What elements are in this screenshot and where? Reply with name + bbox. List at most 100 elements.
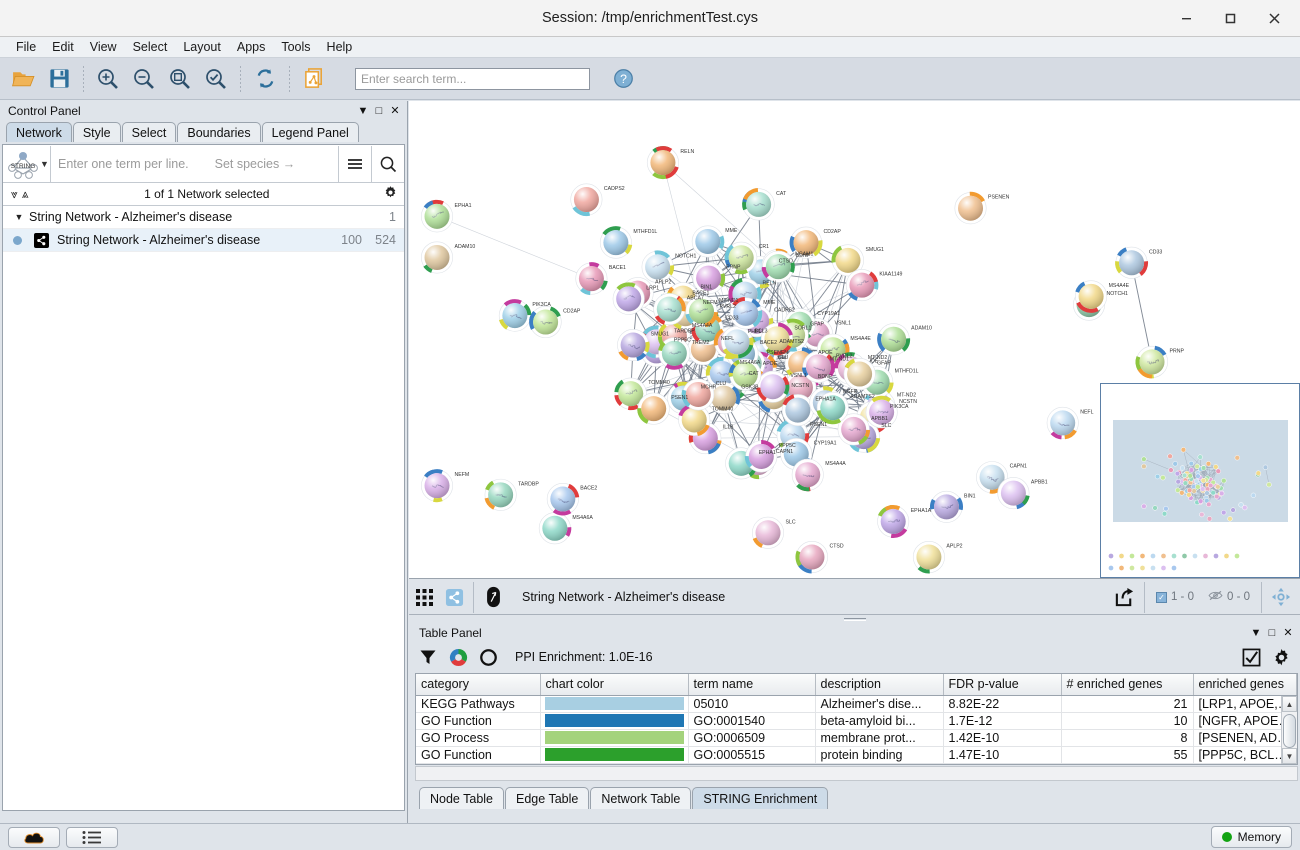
network-node[interactable]: [705, 356, 739, 390]
table-row[interactable]: GO Process GO:0006509 membrane prot... 1.42…: [416, 729, 1297, 747]
grid-layout-icon[interactable]: [409, 582, 439, 613]
table-vertical-scrollbar[interactable]: ▲ ▼: [1281, 696, 1297, 764]
tab-string-enrichment[interactable]: STRING Enrichment: [692, 787, 829, 809]
network-node[interactable]: [612, 282, 645, 315]
network-node[interactable]: [1135, 345, 1169, 379]
selected-count[interactable]: ✓ 1 - 0: [1149, 591, 1201, 603]
col-term-name[interactable]: term name: [688, 674, 816, 696]
network-node[interactable]: [831, 244, 864, 277]
control-panel-close-icon[interactable]: ✕: [390, 105, 400, 117]
tab-network[interactable]: Network: [6, 122, 72, 142]
col-description[interactable]: description: [815, 674, 944, 696]
col-category[interactable]: category: [416, 674, 541, 696]
network-node[interactable]: [599, 226, 633, 259]
table-horizontal-scrollbar[interactable]: [415, 766, 1298, 781]
minimize-button[interactable]: [1164, 4, 1208, 34]
search-icon[interactable]: [371, 145, 404, 182]
network-node[interactable]: [728, 358, 762, 391]
menu-select[interactable]: Select: [132, 40, 168, 54]
table-panel-float-icon[interactable]: □: [1268, 626, 1276, 639]
fit-selected-icon[interactable]: [199, 62, 233, 96]
donut-chart-icon[interactable]: [445, 644, 471, 670]
menu-view[interactable]: View: [89, 40, 117, 54]
network-node[interactable]: [724, 241, 758, 275]
network-group-row[interactable]: ▼ String Network - Alzheimer's disease 1: [3, 206, 404, 229]
network-node[interactable]: [529, 306, 562, 339]
network-node[interactable]: [641, 250, 675, 283]
zoom-out-icon[interactable]: [127, 62, 161, 96]
tab-boundaries[interactable]: Boundaries: [177, 122, 261, 142]
network-node[interactable]: [658, 337, 691, 370]
network-node[interactable]: [575, 262, 608, 296]
set-species-link[interactable]: Set species →: [214, 156, 296, 171]
col-chart-color[interactable]: chart color: [540, 674, 689, 696]
network-node[interactable]: [546, 483, 580, 516]
network-node[interactable]: [954, 191, 987, 225]
menu-edit[interactable]: Edit: [52, 40, 74, 54]
task-list-icon[interactable]: [66, 826, 118, 848]
network-node[interactable]: [646, 146, 679, 180]
menu-apps[interactable]: Apps: [236, 40, 266, 54]
network-node[interactable]: [570, 183, 603, 217]
close-button[interactable]: [1252, 4, 1296, 34]
col-enriched-gene-count[interactable]: # enriched genes: [1061, 674, 1194, 696]
collapse-all-icon[interactable]: ⩔: [11, 186, 18, 201]
network-node[interactable]: [721, 325, 754, 359]
network-node[interactable]: [877, 323, 911, 356]
network-node[interactable]: [637, 392, 670, 425]
network-node[interactable]: [802, 350, 835, 383]
network-node[interactable]: [1046, 406, 1079, 440]
network-node[interactable]: [692, 262, 726, 295]
cloud-icon[interactable]: [8, 826, 60, 848]
control-panel-float-icon[interactable]: □: [375, 104, 383, 117]
open-folder-icon[interactable]: [6, 62, 40, 96]
network-node[interactable]: [707, 382, 741, 415]
memory-status-button[interactable]: Memory: [1210, 826, 1292, 848]
tab-network-table[interactable]: Network Table: [590, 787, 692, 809]
string-query-input[interactable]: Enter one term per line. Set species →: [50, 145, 338, 182]
network-node[interactable]: [752, 516, 785, 549]
network-node[interactable]: [760, 322, 794, 356]
control-panel-dropdown-icon[interactable]: ▼: [357, 104, 369, 117]
network-node[interactable]: [538, 512, 572, 545]
ring-chart-icon[interactable]: [475, 644, 501, 670]
network-node[interactable]: [843, 358, 876, 391]
string-dropdown-icon[interactable]: ▼: [40, 158, 49, 169]
expand-toggle-icon[interactable]: ▼: [14, 212, 24, 222]
network-node[interactable]: [761, 250, 795, 283]
network-node[interactable]: [421, 199, 453, 233]
network-node[interactable]: [742, 187, 775, 221]
scrollbar-thumb[interactable]: [1283, 714, 1296, 748]
network-node[interactable]: [1075, 280, 1108, 313]
share-network-icon[interactable]: [297, 62, 331, 96]
menu-tools[interactable]: Tools: [281, 40, 311, 54]
network-node[interactable]: [816, 391, 849, 425]
network-node[interactable]: [685, 295, 718, 328]
col-fdr-pvalue[interactable]: FDR p-value: [943, 674, 1062, 696]
network-node[interactable]: [845, 269, 879, 302]
table-row[interactable]: GO Component GO:0009986cell surface1.54E-…: [416, 763, 1297, 764]
table-row[interactable]: GO Function GO:0005515 protein binding 1.47…: [416, 746, 1297, 764]
export-image-icon[interactable]: [1110, 582, 1140, 613]
network-node[interactable]: [781, 394, 814, 427]
annotation-icon[interactable]: [478, 582, 508, 613]
scroll-up-arrow-icon[interactable]: ▲: [1282, 696, 1297, 712]
tab-style[interactable]: Style: [72, 122, 121, 142]
network-item-row[interactable]: String Network - Alzheimer's disease 100…: [3, 229, 404, 252]
panel-splitter[interactable]: [409, 616, 1300, 623]
zoom-in-icon[interactable]: [91, 62, 125, 96]
network-node[interactable]: [421, 469, 453, 503]
help-icon[interactable]: ?: [606, 62, 640, 96]
network-node[interactable]: [691, 225, 725, 258]
fit-network-icon[interactable]: [163, 62, 197, 96]
network-node[interactable]: [929, 490, 963, 523]
network-node[interactable]: [997, 477, 1030, 510]
maximize-button[interactable]: [1208, 4, 1252, 34]
network-node[interactable]: [865, 395, 898, 429]
pan-tool-icon[interactable]: [1266, 582, 1296, 613]
scroll-down-arrow-icon[interactable]: ▼: [1282, 748, 1297, 764]
menu-help[interactable]: Help: [326, 40, 353, 54]
gear-icon[interactable]: [1268, 644, 1294, 670]
network-node[interactable]: [421, 241, 453, 274]
network-node[interactable]: [756, 370, 790, 403]
